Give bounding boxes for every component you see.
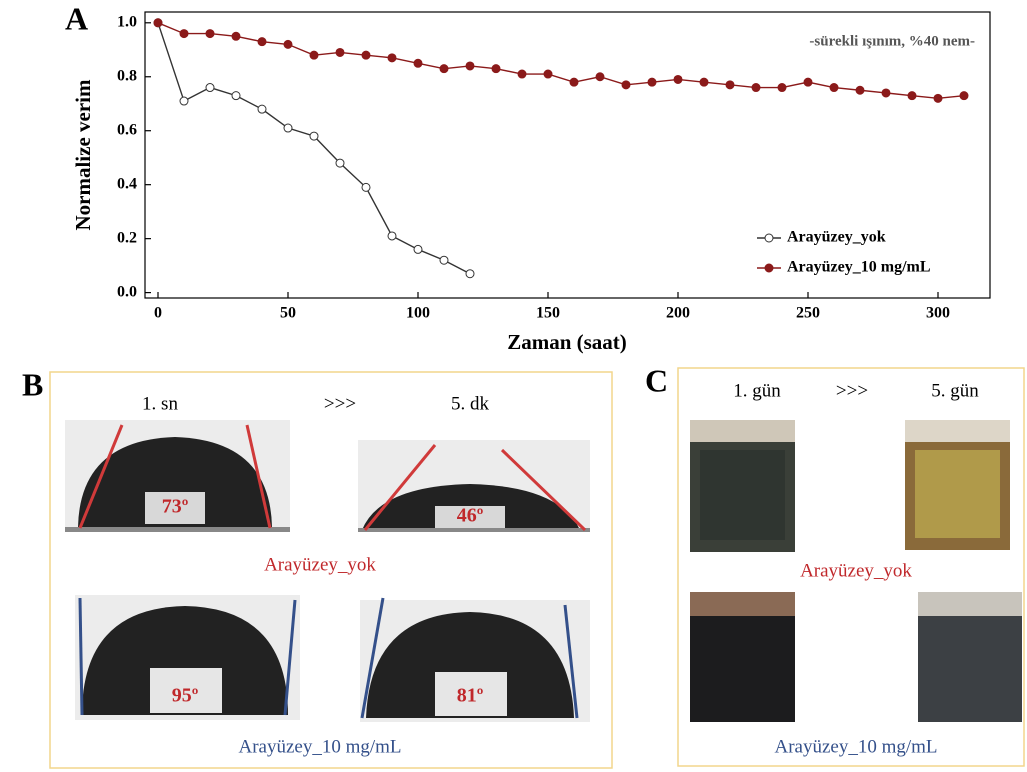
y-tick-label: 1.0 — [117, 13, 137, 30]
legend-label: Arayüzey_10 mg/mL — [787, 259, 931, 276]
data-point — [726, 81, 734, 89]
x-tick-label: 300 — [926, 305, 950, 322]
data-point — [622, 81, 630, 89]
x-axis-label: Zaman (saat) — [507, 330, 627, 354]
data-point — [232, 32, 240, 40]
legend-label: Arayüzey_yok — [787, 229, 886, 246]
data-point — [154, 19, 162, 27]
data-point — [830, 84, 838, 92]
data-point — [336, 159, 344, 167]
data-point — [518, 70, 526, 78]
angle-label: 95º — [172, 685, 199, 707]
annotation: -sürekli ışınım, %40 nem- — [809, 33, 975, 49]
sample-photo — [905, 420, 1010, 550]
data-point — [596, 73, 604, 81]
time-label: 1. sn — [142, 393, 178, 414]
angle-label: 46º — [457, 505, 484, 527]
data-point — [466, 62, 474, 70]
data-point — [310, 51, 318, 59]
data-point — [934, 94, 942, 102]
data-point — [544, 70, 552, 78]
data-point — [206, 84, 214, 92]
data-point — [414, 59, 422, 67]
panel-letter: A — [65, 0, 88, 36]
data-point — [180, 97, 188, 105]
y-tick-label: 0.8 — [117, 67, 137, 84]
panel-letter: C — [645, 362, 668, 398]
data-point — [336, 48, 344, 56]
data-point — [388, 232, 396, 240]
sample-photo — [690, 420, 795, 552]
data-point — [362, 183, 370, 191]
x-tick-label: 100 — [406, 305, 430, 322]
panel-letter: B — [22, 366, 43, 402]
data-point — [778, 84, 786, 92]
data-point — [908, 92, 916, 100]
data-point — [882, 89, 890, 97]
legend-marker — [765, 264, 773, 272]
time-label: 5. gün — [931, 380, 979, 401]
sample-label: Arayüzey_10 mg/mL — [774, 736, 937, 757]
angle-label: 73º — [162, 496, 189, 518]
data-point — [414, 245, 422, 253]
y-tick-label: 0.6 — [117, 121, 137, 138]
data-point — [752, 84, 760, 92]
angle-label: 81º — [457, 685, 484, 707]
time-label: 5. dk — [451, 393, 490, 414]
time-label: 1. gün — [733, 380, 781, 401]
x-tick-label: 250 — [796, 305, 820, 322]
sample-label: Arayüzey_10 mg/mL — [238, 736, 401, 757]
data-point — [804, 78, 812, 86]
data-point — [362, 51, 370, 59]
arrow-label: >>> — [324, 393, 356, 414]
series-line — [158, 23, 470, 274]
legend-marker — [765, 234, 773, 242]
sample-photo — [918, 592, 1022, 722]
y-tick-label: 0.0 — [117, 283, 137, 300]
data-point — [258, 38, 266, 46]
data-point — [258, 105, 266, 113]
sample-label: Arayüzey_yok — [264, 554, 376, 575]
data-point — [960, 92, 968, 100]
y-tick-label: 0.4 — [117, 175, 137, 192]
data-point — [674, 75, 682, 83]
data-point — [310, 132, 318, 140]
data-point — [700, 78, 708, 86]
x-tick-label: 50 — [280, 305, 296, 322]
data-point — [856, 86, 864, 94]
arrow-label: >>> — [836, 380, 868, 401]
data-point — [440, 65, 448, 73]
data-point — [284, 40, 292, 48]
data-point — [206, 30, 214, 38]
x-tick-label: 150 — [536, 305, 560, 322]
plot-frame — [145, 12, 990, 298]
data-point — [648, 78, 656, 86]
figure: B 1. sn >>> 5. dk 73º 46º 95º 81º Arayüz… — [0, 0, 1027, 772]
data-point — [492, 65, 500, 73]
y-tick-label: 0.2 — [117, 229, 137, 246]
data-point — [284, 124, 292, 132]
y-axis-label: Normalize verim — [71, 79, 95, 231]
data-point — [388, 54, 396, 62]
data-point — [180, 30, 188, 38]
data-point — [466, 270, 474, 278]
sample-photo — [690, 592, 795, 722]
data-point — [232, 92, 240, 100]
x-tick-label: 0 — [154, 305, 162, 322]
x-tick-label: 200 — [666, 305, 690, 322]
data-point — [440, 256, 448, 264]
data-point — [570, 78, 578, 86]
sample-label: Arayüzey_yok — [800, 560, 912, 581]
